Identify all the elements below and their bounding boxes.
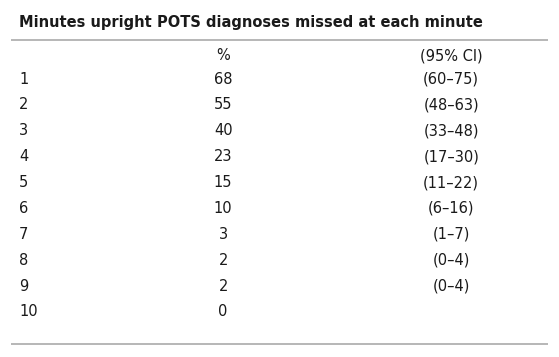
Text: (11–22): (11–22) bbox=[423, 175, 479, 190]
Text: 9: 9 bbox=[19, 278, 29, 293]
Text: 6: 6 bbox=[19, 201, 29, 216]
Text: 8: 8 bbox=[19, 253, 29, 268]
Text: 4: 4 bbox=[19, 149, 29, 164]
Text: (48–63): (48–63) bbox=[423, 97, 479, 112]
Text: Minutes upright: Minutes upright bbox=[19, 15, 152, 30]
Text: 68: 68 bbox=[214, 72, 233, 87]
Text: 55: 55 bbox=[214, 97, 233, 112]
Text: (60–75): (60–75) bbox=[423, 72, 479, 87]
Text: 3: 3 bbox=[219, 227, 228, 242]
Text: (0–4): (0–4) bbox=[433, 253, 470, 268]
Text: 2: 2 bbox=[219, 278, 228, 293]
Text: (17–30): (17–30) bbox=[423, 149, 479, 164]
Text: %: % bbox=[216, 48, 230, 63]
Text: 1: 1 bbox=[19, 72, 29, 87]
Text: (6–16): (6–16) bbox=[428, 201, 475, 216]
Text: (33–48): (33–48) bbox=[424, 124, 479, 139]
Text: POTS diagnoses missed at each minute: POTS diagnoses missed at each minute bbox=[157, 15, 482, 30]
Text: 23: 23 bbox=[214, 149, 233, 164]
Text: 2: 2 bbox=[19, 97, 29, 112]
Text: 10: 10 bbox=[19, 305, 38, 320]
Text: 2: 2 bbox=[219, 253, 228, 268]
Text: 5: 5 bbox=[19, 175, 29, 190]
Text: (95% Cl): (95% Cl) bbox=[420, 48, 482, 63]
Text: 10: 10 bbox=[214, 201, 233, 216]
Text: 7: 7 bbox=[19, 227, 29, 242]
Text: (1–7): (1–7) bbox=[433, 227, 470, 242]
Text: 3: 3 bbox=[19, 124, 29, 139]
Text: 40: 40 bbox=[214, 124, 233, 139]
Text: 15: 15 bbox=[214, 175, 233, 190]
Text: 0: 0 bbox=[219, 305, 228, 320]
Text: (0–4): (0–4) bbox=[433, 278, 470, 293]
